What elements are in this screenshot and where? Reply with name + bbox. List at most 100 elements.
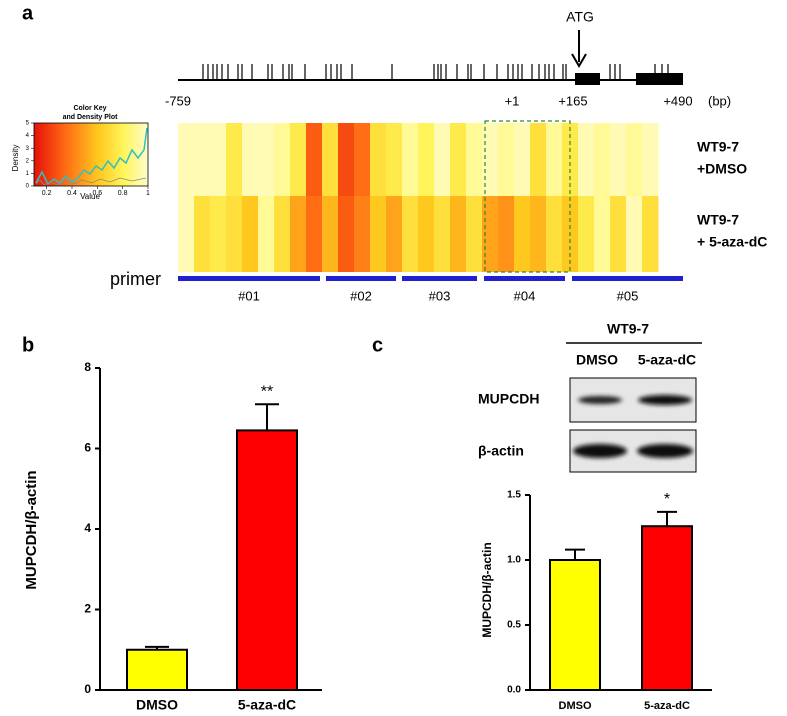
key-frame: [33, 122, 149, 187]
gradient-strip: [38, 123, 41, 186]
heatmap-cell: [610, 196, 627, 272]
row-label: WT9-7: [697, 212, 739, 228]
significance: *: [664, 491, 670, 508]
bar: [236, 429, 298, 691]
exon: [575, 73, 600, 85]
x-tick-label: 1: [146, 190, 150, 197]
heatmap-cell: [450, 123, 467, 196]
heatmap-cell: [466, 196, 483, 272]
heatmap-cell: [338, 196, 355, 272]
significance: **: [261, 383, 273, 400]
y-tick-label: 1: [26, 171, 30, 177]
position-label: +165: [558, 93, 587, 108]
gradient-strip: [90, 123, 93, 186]
band: [637, 444, 693, 458]
row-label: WT9-7: [697, 139, 739, 155]
heatmap-cell: [258, 196, 275, 272]
y-tick-label: 0: [26, 184, 30, 190]
density-curve: [35, 127, 148, 186]
primer-label: primer: [110, 269, 161, 289]
protein-label: β-actin: [478, 443, 524, 459]
lane-label: DMSO: [576, 352, 618, 368]
primer-bar: [326, 276, 396, 281]
heatmap-cell: [610, 123, 627, 196]
gradient-strip: [136, 123, 139, 186]
heatmap-cell: [466, 123, 483, 196]
heatmap-cell: [562, 123, 579, 196]
heatmap-cell: [530, 196, 547, 272]
arrow-head: [571, 53, 587, 68]
heatmap-cell: [498, 123, 515, 196]
heatmap-cell: [418, 196, 435, 272]
gradient-strip: [64, 123, 67, 186]
gradient-strip: [86, 123, 89, 186]
gradient-strip: [48, 123, 51, 186]
heatmap-cell: [242, 123, 259, 196]
gradient-strip: [116, 123, 119, 186]
heatmap-cell: [418, 123, 435, 196]
heatmap-cell: [530, 123, 547, 196]
exon: [636, 73, 683, 85]
gradient-strip: [142, 123, 145, 186]
protein-label: MUPCDH: [478, 391, 539, 407]
gradient-strip: [130, 123, 133, 186]
heatmap-cell: [546, 123, 563, 196]
heatmap-cell: [242, 196, 259, 272]
primer-bar: [484, 276, 565, 281]
heatmap-cell: [194, 123, 211, 196]
x-tick-label: 5-aza-dC: [238, 697, 296, 713]
gradient-strip: [54, 123, 57, 186]
highlight-box: [484, 120, 571, 273]
gradient-strip: [120, 123, 123, 186]
density-curve: [35, 177, 147, 186]
gradient-strip: [56, 123, 59, 186]
y-tick-label: 0.5: [507, 620, 521, 631]
heatmap-cell: [370, 123, 387, 196]
heatmap-cell: [402, 196, 419, 272]
heatmap-cell: [354, 196, 371, 272]
gradient-strip: [62, 123, 65, 186]
gradient-strip: [58, 123, 61, 186]
gradient-strip: [108, 123, 111, 186]
gradient-strip: [106, 123, 109, 186]
heatmap-cell: [626, 123, 643, 196]
heatmap-cell: [482, 196, 499, 272]
gradient-strip: [88, 123, 91, 186]
position-label: +1: [505, 93, 520, 108]
heatmap-cell: [594, 123, 611, 196]
heatmap-cell: [482, 123, 499, 196]
y-tick-label: 3: [26, 146, 30, 152]
heatmap-cell: [642, 196, 659, 272]
primer-bar: [572, 276, 683, 281]
primer-name: #03: [429, 288, 451, 303]
x-tick-label: DMSO: [136, 697, 178, 713]
gradient-strip: [146, 123, 149, 186]
gradient-strip: [94, 123, 97, 186]
primer-name: #01: [238, 288, 260, 303]
position-label: -759: [165, 93, 191, 108]
y-tick-label: 8: [84, 360, 91, 374]
panel-label: c: [372, 334, 383, 356]
heatmap-cell: [402, 123, 419, 196]
gradient-strip: [36, 123, 39, 186]
heatmap-cell: [258, 123, 275, 196]
gradient-strip: [52, 123, 55, 186]
color-key-xlabel: Value: [80, 192, 100, 201]
heatmap-cell: [434, 123, 451, 196]
gradient-strip: [68, 123, 71, 186]
heatmap-cell: [498, 196, 515, 272]
heatmap-cell: [546, 196, 563, 272]
gradient-strip: [144, 123, 147, 186]
y-axis-label: MUPCDH/β-actin: [480, 542, 494, 637]
gradient-strip: [46, 123, 49, 186]
heatmap-cell: [434, 196, 451, 272]
heatmap-cell: [578, 196, 595, 272]
y-tick-label: 1.0: [507, 555, 521, 566]
gradient-strip: [126, 123, 129, 186]
y-tick-label: 6: [84, 441, 91, 455]
primer-name: #02: [350, 288, 372, 303]
y-tick-label: 4: [26, 133, 30, 139]
heatmap-cell: [594, 196, 611, 272]
gradient-strip: [74, 123, 77, 186]
heatmap-cell: [386, 123, 403, 196]
